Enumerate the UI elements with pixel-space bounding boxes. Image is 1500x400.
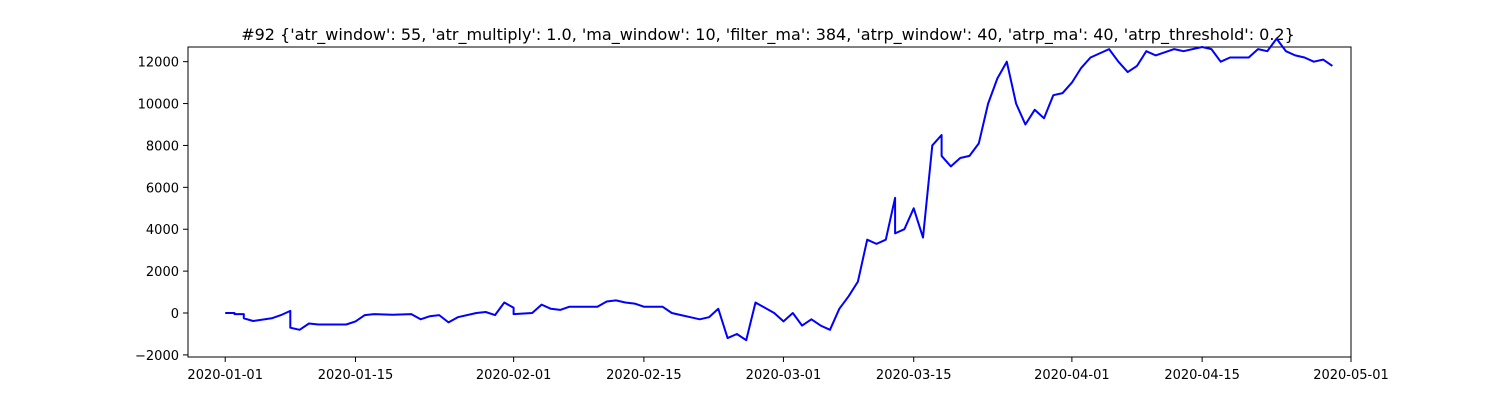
y-tick-label: 0: [171, 307, 179, 322]
x-tick-label: 2020-01-15: [318, 368, 394, 383]
y-tick-label: 8000: [146, 139, 179, 154]
chart-title: #92 {'atr_window': 55, 'atr_multiply': 1…: [241, 25, 1295, 45]
y-tick-label: 2000: [146, 265, 179, 280]
x-tick-label: 2020-03-15: [876, 368, 952, 383]
y-axis: −2000 0 2000 4000 6000 8000 10000 12000: [135, 56, 188, 364]
y-tick-label: 4000: [146, 223, 179, 238]
plot-area: [187, 46, 1352, 358]
x-tick-label: 2020-05-01: [1313, 368, 1389, 383]
x-tick-label: 2020-02-15: [606, 368, 682, 383]
x-tick-label: 2020-02-01: [476, 368, 552, 383]
y-tick-label: −2000: [135, 349, 179, 364]
x-tick-label: 2020-04-01: [1034, 368, 1110, 383]
y-tick-label: 10000: [138, 98, 179, 113]
x-tick-label: 2020-04-15: [1164, 368, 1240, 383]
y-tick-label: 6000: [146, 181, 179, 196]
series-line: [225, 37, 1333, 342]
x-tick-label: 2020-03-01: [746, 368, 822, 383]
x-tick-label: 2020-01-01: [187, 368, 263, 383]
x-axis: 2020-01-01 2020-01-15 2020-02-01 2020-02-15…: [187, 357, 1389, 383]
y-tick-label: 12000: [138, 56, 179, 71]
